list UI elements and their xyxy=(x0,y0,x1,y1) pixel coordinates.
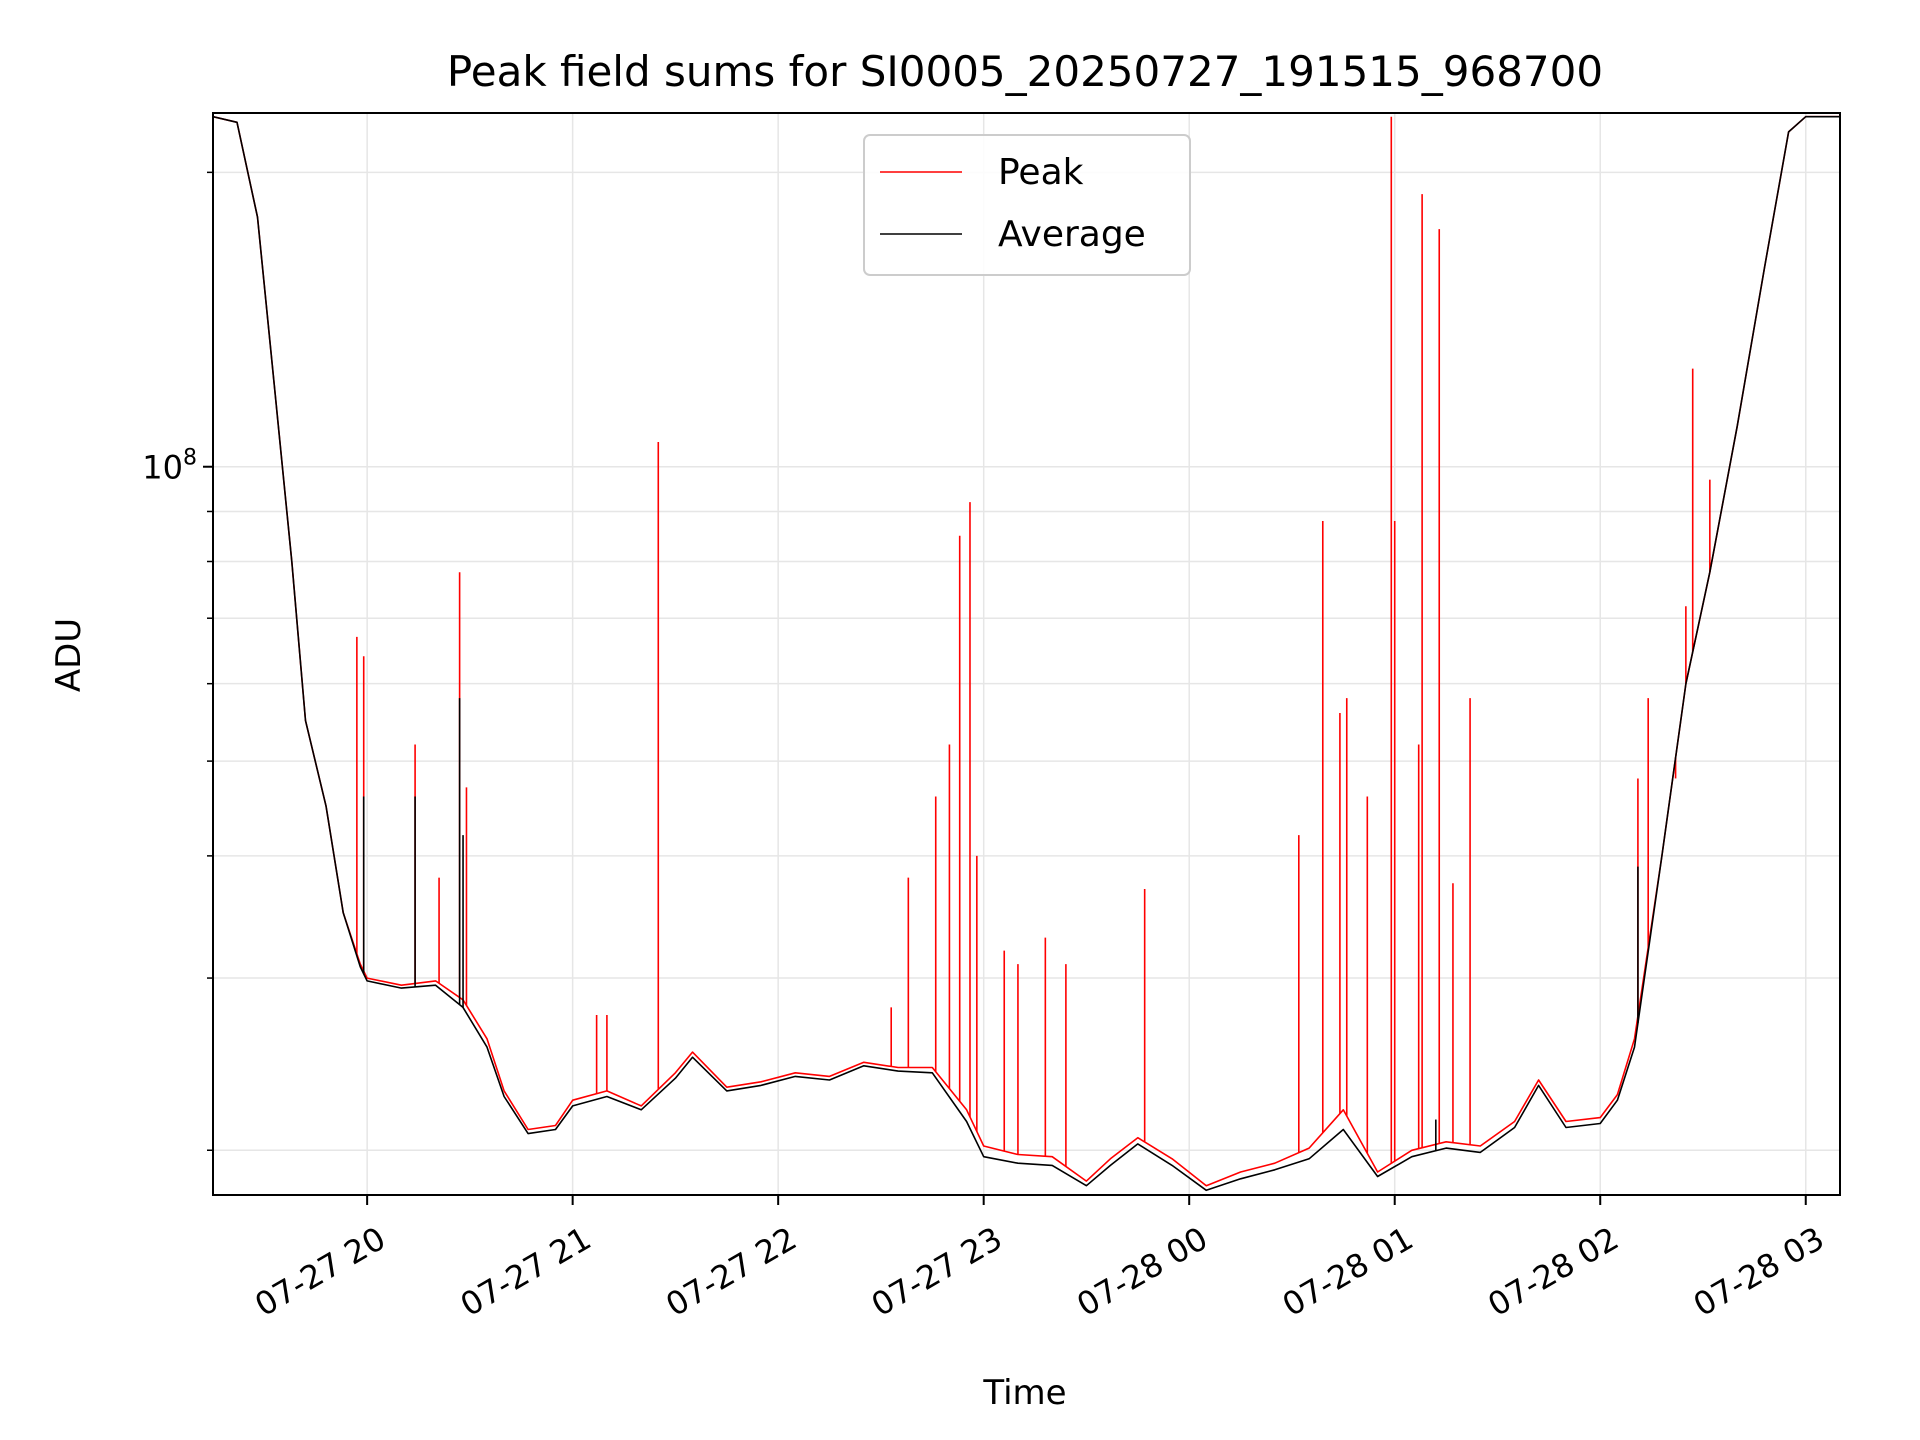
y-axis-label: ADU xyxy=(49,618,89,692)
series-layer xyxy=(213,115,1840,1192)
chart-title: Peak field sums for SI0005_20250727_1915… xyxy=(447,47,1603,96)
y-tick-label: 108 xyxy=(142,446,197,487)
x-axis-label: Time xyxy=(982,1373,1066,1413)
legend-label-average: Average xyxy=(998,214,1146,255)
series-peak xyxy=(213,115,1840,1187)
legend: Peak Average xyxy=(863,134,1191,276)
legend-label-peak: Peak xyxy=(998,152,1084,193)
series-line-average xyxy=(213,115,1840,1192)
plot-frame xyxy=(212,112,1841,1196)
series-average xyxy=(213,115,1840,1192)
series-line-peak xyxy=(213,115,1840,1187)
legend-box xyxy=(863,134,1191,276)
grid xyxy=(213,113,1840,1195)
